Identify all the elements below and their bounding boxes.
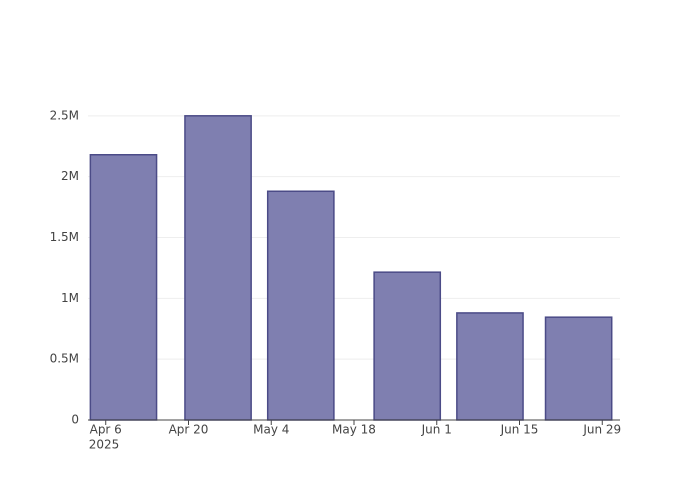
x-tick-label: Jun 29: [582, 423, 621, 437]
y-tick-label: 0: [71, 413, 79, 427]
bar: [373, 271, 442, 421]
bar: [544, 316, 613, 421]
bar: [184, 115, 252, 421]
y-tick-label: 1M: [61, 291, 79, 305]
y-tick-label: 2.5M: [50, 108, 79, 122]
x-tick-label: Apr 6: [90, 423, 122, 437]
x-tick-label: May 4: [253, 423, 289, 437]
bar: [456, 312, 524, 421]
x-tick-label: Jun 1: [421, 423, 452, 437]
bar: [266, 190, 335, 421]
bar: [89, 154, 158, 421]
x-tick-label: Apr 20: [169, 423, 209, 437]
x-tick-label: Jun 15: [500, 423, 539, 437]
y-tick-label: 0.5M: [50, 352, 79, 366]
y-tick-label: 2M: [61, 169, 79, 183]
x-tick-label: May 18: [332, 423, 376, 437]
y-tick-label: 1.5M: [50, 230, 79, 244]
x-year-label: 2025: [89, 438, 120, 452]
